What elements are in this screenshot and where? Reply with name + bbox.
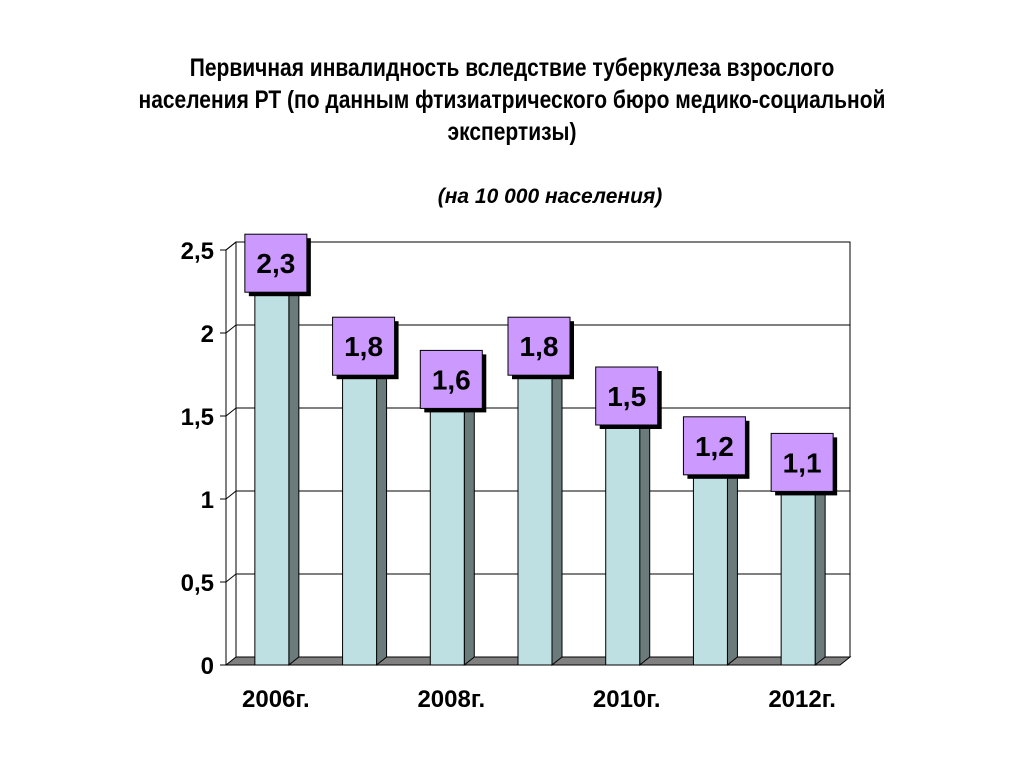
gridline-side [225, 324, 237, 334]
data-label-box [244, 233, 308, 293]
bar [429, 398, 465, 666]
bar-side [551, 357, 563, 667]
bar-side [814, 473, 826, 667]
title-line-2: населения РТ (по данным фтизиатрического… [138, 86, 886, 114]
x-tick-label: 2010г. [593, 686, 661, 713]
data-label: 2,3 [256, 248, 295, 279]
bar-side [639, 406, 651, 667]
data-label-box [332, 316, 396, 376]
y-tick-label: 1 [201, 487, 214, 514]
bar-side [376, 357, 388, 667]
bar [342, 365, 378, 666]
y-tick-label: 0 [201, 653, 214, 680]
chart-subtitle: (на 10 000 населения) [437, 185, 663, 208]
data-label: 1,8 [520, 331, 559, 362]
gridline-side [225, 407, 237, 417]
data-label: 1,8 [344, 331, 383, 362]
title-line-1: Первичная инвалидность вследствие туберк… [189, 54, 835, 82]
bar-side [288, 274, 300, 667]
gridline-side [225, 573, 237, 583]
bar-side [726, 456, 738, 667]
gridline-side [225, 241, 237, 251]
bar [692, 465, 728, 666]
data-label: 1,2 [695, 431, 734, 462]
x-tick-label: 2006г. [242, 686, 310, 713]
bar [254, 282, 290, 666]
y-tick-label: 2,5 [181, 238, 214, 265]
chart-title: Первичная инвалидность вследствие туберк… [82, 52, 942, 148]
bar-side [463, 390, 475, 667]
x-tick-label: 2008г. [417, 686, 485, 713]
x-tick-label: 2012г. [768, 686, 836, 713]
data-label: 1,1 [783, 447, 822, 478]
bar [605, 415, 641, 666]
data-label-box [770, 432, 834, 492]
data-label: 1,6 [432, 364, 471, 395]
data-label-box [682, 416, 746, 476]
data-label: 1,5 [607, 381, 646, 412]
gridline-side [225, 490, 237, 500]
data-label-box [595, 366, 659, 426]
y-tick-label: 2 [201, 321, 214, 348]
title-line-3: экспертизы) [447, 118, 577, 146]
bar [780, 481, 816, 666]
y-tick-label: 1,5 [181, 404, 214, 431]
data-label-box [507, 316, 571, 376]
y-tick-label: 0,5 [181, 570, 214, 597]
bar [517, 365, 553, 666]
data-label-box [419, 349, 483, 409]
